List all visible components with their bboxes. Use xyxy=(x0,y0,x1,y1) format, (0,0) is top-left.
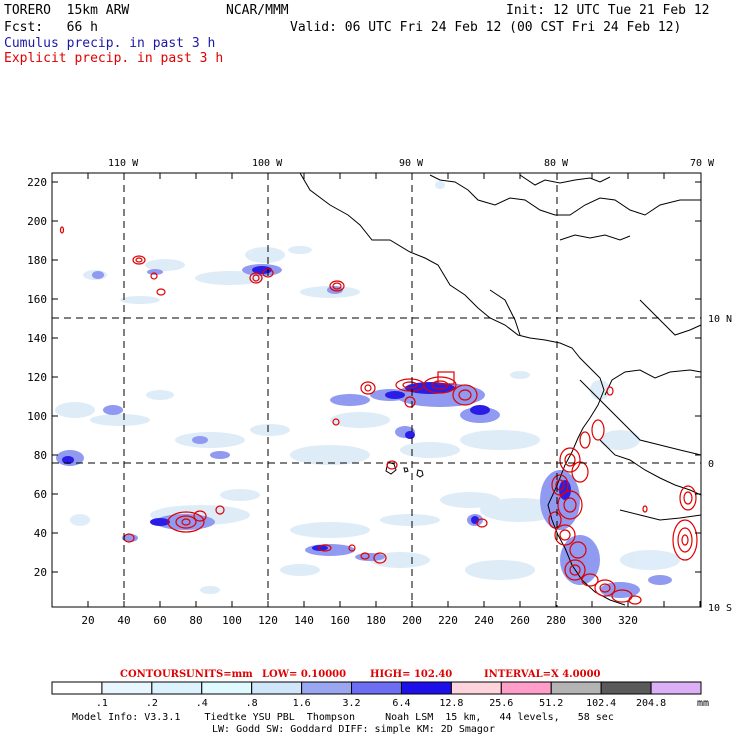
lon-label-70w: 70 W xyxy=(690,158,715,169)
colorbar-label: .8 xyxy=(246,698,258,709)
x-tick: 80 xyxy=(189,614,202,627)
colorbar-swatch xyxy=(201,681,253,695)
contour-high: HIGH= 102.40 xyxy=(370,669,452,680)
colorbar-unit: mm xyxy=(697,698,709,709)
latlon-grid xyxy=(52,173,701,607)
y-tick: 60 xyxy=(34,488,47,501)
lon-label-80w: 80 W xyxy=(544,158,569,169)
x-tick: 40 xyxy=(117,614,130,627)
colorbar-label: 6.4 xyxy=(392,698,410,709)
colorbar-label: .2 xyxy=(146,698,158,709)
x-tick: 20 xyxy=(81,614,94,627)
y-tick: 160 xyxy=(27,293,47,306)
colorbar-label: 3.2 xyxy=(343,698,361,709)
model-name: TORERO 15km ARW xyxy=(4,3,130,18)
init-time: Init: 12 UTC Tue 21 Feb 12 xyxy=(506,3,710,18)
x-tick: 180 xyxy=(366,614,386,627)
valid-time: Valid: 06 UTC Fri 24 Feb 12 (00 CST Fri … xyxy=(290,20,682,35)
lon-label-90w: 90 W xyxy=(399,158,424,169)
y-tick: 200 xyxy=(27,215,47,228)
y-tick: 120 xyxy=(27,371,47,384)
colorbar-swatch xyxy=(500,681,552,695)
y-tick: 40 xyxy=(34,527,47,540)
colorbar-swatch xyxy=(251,681,303,695)
lat-labels: 10 N 0 10 S xyxy=(708,314,732,614)
colorbar-label: 204.8 xyxy=(636,698,666,709)
explicit-legend: Explicit precip. in past 3 h xyxy=(4,51,224,66)
colorbar-label: 51.2 xyxy=(539,698,563,709)
colorbar-label: 12.8 xyxy=(439,698,463,709)
contour-label: CONTOURS: xyxy=(120,669,190,680)
model-info-line1: Model Info: V3.3.1 Tiedtke YSU PBL Thomp… xyxy=(72,712,614,723)
contour-low: LOW= 0.10000 xyxy=(262,669,346,680)
x-tick: 60 xyxy=(153,614,166,627)
x-tick: 320 xyxy=(618,614,638,627)
colorbar xyxy=(51,681,702,695)
lat-label-10s: 10 S xyxy=(708,603,732,614)
x-tick-labels: 20 40 60 80 100 120 140 160 180 200 220 … xyxy=(81,614,638,627)
x-tick: 120 xyxy=(258,614,278,627)
colorbar-swatch xyxy=(600,681,652,695)
x-tick: 300 xyxy=(582,614,602,627)
explicit-contours xyxy=(59,226,698,605)
forecast-hour: Fcst: 66 h xyxy=(4,20,98,35)
model-info-line2: LW: Godd SW: Goddard DIFF: simple KM: 2D… xyxy=(212,724,495,735)
colorbar-swatch xyxy=(650,681,702,695)
precip-shading xyxy=(55,181,680,598)
center-name: NCAR/MMM xyxy=(226,3,289,18)
lon-label-100w: 100 W xyxy=(252,158,283,169)
colorbar-label: 1.6 xyxy=(293,698,311,709)
contour-interval: INTERVAL=X 4.0000 xyxy=(484,669,601,680)
x-tick: 200 xyxy=(402,614,422,627)
lat-label-10n: 10 N xyxy=(708,314,732,325)
colorbar-swatch xyxy=(450,681,502,695)
y-tick: 140 xyxy=(27,332,47,345)
colorbar-swatch xyxy=(101,681,153,695)
cumulus-legend: Cumulus precip. in past 3 h xyxy=(4,36,216,51)
x-tick: 260 xyxy=(510,614,530,627)
colorbar-swatch xyxy=(151,681,203,695)
x-tick: 100 xyxy=(222,614,242,627)
y-tick: 20 xyxy=(34,566,47,579)
colorbar-labels: .1 .2 .4 .8 1.6 3.2 6.4 12.8 25.6 51.2 102.4 204.8 xyxy=(96,698,666,709)
y-tick: 100 xyxy=(27,410,47,423)
colorbar-label: 25.6 xyxy=(489,698,513,709)
colorbar-swatch xyxy=(550,681,602,695)
y-tick: 220 xyxy=(27,176,47,189)
x-tick: 160 xyxy=(330,614,350,627)
x-tick: 280 xyxy=(546,614,566,627)
contour-info: CONTOURS: UNITS=mm LOW= 0.10000 HIGH= 10… xyxy=(120,669,601,680)
colorbar-label: .4 xyxy=(196,698,208,709)
axis-ticks xyxy=(52,173,701,607)
x-tick: 140 xyxy=(294,614,314,627)
colorbar-label: 102.4 xyxy=(586,698,616,709)
colorbar-swatch xyxy=(400,681,452,695)
x-tick: 240 xyxy=(474,614,494,627)
lon-labels: 110 W 100 W 90 W 80 W 70 W xyxy=(108,158,715,169)
colorbar-swatch xyxy=(51,681,103,695)
colorbar-swatch xyxy=(301,681,353,695)
y-tick: 80 xyxy=(34,449,47,462)
colorbar-label: .1 xyxy=(96,698,108,709)
lat-label-0: 0 xyxy=(708,459,714,470)
colorbar-swatch xyxy=(351,681,402,695)
contour-units: UNITS=mm xyxy=(186,669,253,680)
y-tick-labels: 220 200 180 160 140 120 100 80 60 40 20 xyxy=(27,176,47,579)
y-tick: 180 xyxy=(27,254,47,267)
x-tick: 220 xyxy=(438,614,458,627)
lon-label-110w: 110 W xyxy=(108,158,139,169)
coastlines xyxy=(299,172,702,606)
